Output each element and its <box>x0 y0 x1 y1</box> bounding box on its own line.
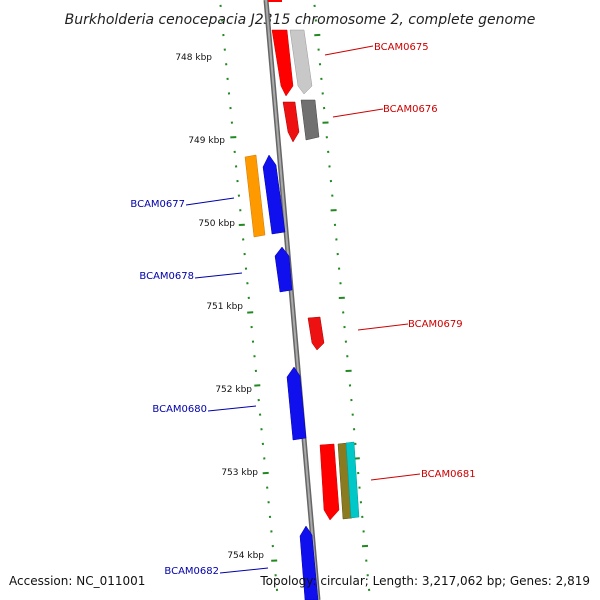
gene-arrow-bcam0679[interactable] <box>307 316 325 351</box>
gene-label-bcam0678[interactable]: BCAM0678 <box>139 271 194 282</box>
gene-arrow-bcam0675[interactable] <box>271 29 294 97</box>
leader-bcam0675 <box>324 45 374 56</box>
leader-bcam0677 <box>185 197 235 206</box>
accession-text: Accession: NC_011001 <box>9 574 146 588</box>
kbp-label-753: 753 kbp <box>221 468 258 478</box>
leader-bcam0680 <box>207 405 257 412</box>
kbp-label-754: 754 kbp <box>227 551 264 561</box>
topology-text: Topology: circular; Length: 3,217,062 bp… <box>260 574 590 588</box>
leader-bcam0678 <box>194 272 243 279</box>
backbone-highlight <box>265 0 319 600</box>
gene-arrow-bcam0678[interactable] <box>274 246 293 293</box>
gene-arrow-bcam0680[interactable] <box>286 366 307 441</box>
gene-arrow-bcam0676-feature[interactable] <box>300 99 320 141</box>
leader-bcam0682 <box>219 567 269 574</box>
gene-arrow-bcam0682[interactable] <box>299 525 319 600</box>
kbp-label-752: 752 kbp <box>215 385 252 395</box>
gene-arrow-bcam0677[interactable] <box>262 154 286 235</box>
tick-tracks <box>219 4 371 591</box>
gene-labels: BCAM0675 BCAM0676 BCAM0677 BCAM0678 BCAM… <box>130 42 475 577</box>
gene-label-bcam0681[interactable]: BCAM0681 <box>421 469 476 480</box>
label-leader-lines <box>185 45 421 574</box>
kbp-label-750: 750 kbp <box>198 219 235 229</box>
gene-label-bcam0682[interactable]: BCAM0682 <box>164 566 219 577</box>
leader-bcam0676 <box>332 108 384 118</box>
gene-bar-bcam0681-feature-cyan[interactable] <box>345 441 360 519</box>
gene-label-bcam0676[interactable]: BCAM0676 <box>383 104 438 115</box>
gene-label-bcam0677[interactable]: BCAM0677 <box>130 199 185 210</box>
leader-bcam0679 <box>357 323 409 331</box>
gene-arrow-bcam0675-pseudo[interactable] <box>289 29 313 95</box>
kbp-label-751: 751 kbp <box>206 302 243 312</box>
gene-label-bcam0675[interactable]: BCAM0675 <box>374 42 429 53</box>
kbp-label-749: 749 kbp <box>188 136 225 146</box>
kbp-label-748: 748 kbp <box>175 53 212 63</box>
genes <box>244 0 360 600</box>
gene-arrow-bcam0677-feature[interactable] <box>244 154 266 238</box>
kbp-labels: 748 kbp 749 kbp 750 kbp 751 kbp 752 kbp … <box>175 53 264 561</box>
gene-arrow-bcam0681[interactable] <box>319 443 340 521</box>
leader-bcam0681 <box>370 473 421 481</box>
gene-label-bcam0680[interactable]: BCAM0680 <box>152 404 207 415</box>
gene-arrow-bcam0676[interactable] <box>282 101 300 143</box>
gene-bar-top-fragment[interactable] <box>268 0 282 2</box>
gene-label-bcam0679[interactable]: BCAM0679 <box>408 319 463 330</box>
map-title: Burkholderia cenocepacia J2315 chromosom… <box>65 12 536 28</box>
